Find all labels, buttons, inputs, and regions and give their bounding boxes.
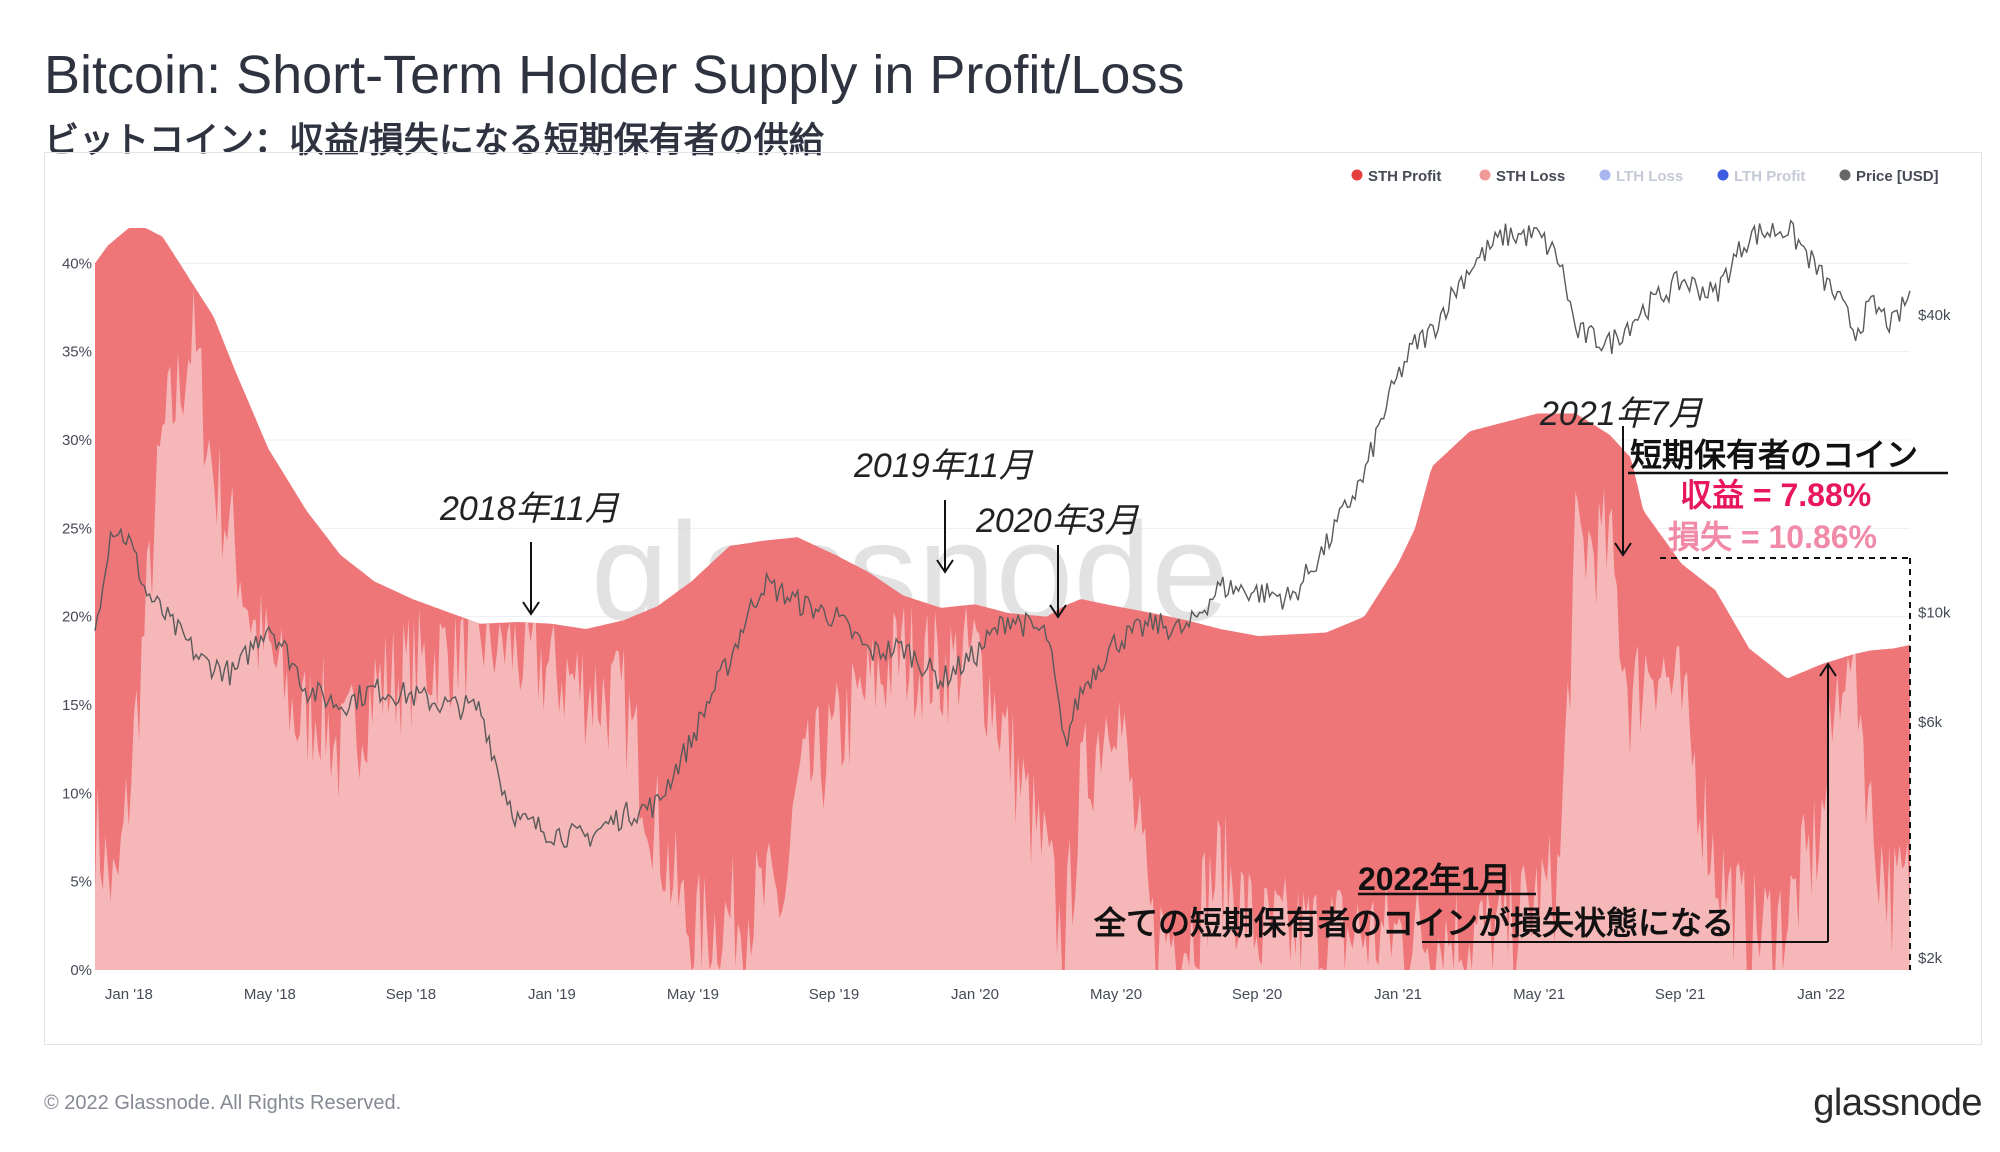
y-tick-label: 10% xyxy=(62,785,92,802)
x-tick-label: May '20 xyxy=(1090,986,1142,1003)
page-title: Bitcoin: Short-Term Holder Supply in Pro… xyxy=(44,45,1185,105)
label-nov2019: 2019年11月 xyxy=(853,447,1034,485)
chart-frame xyxy=(44,152,1982,1045)
x-tick-label: Jan '19 xyxy=(528,986,576,1003)
y-tick-label: 35% xyxy=(62,344,92,361)
y2-tick-label: $6k xyxy=(1918,714,1943,731)
label-mar2020: 2020年3月 xyxy=(975,502,1140,540)
label-jan2022: 2022年1月 xyxy=(1358,861,1511,897)
label-jul2021: 2021年7月 xyxy=(1539,395,1704,433)
x-tick-label: Sep '20 xyxy=(1232,986,1282,1003)
x-tick-label: Jan '22 xyxy=(1797,986,1845,1003)
x-tick-label: Jan '21 xyxy=(1374,986,1422,1003)
x-tick-label: Sep '21 xyxy=(1655,986,1705,1003)
y-tick-label: 30% xyxy=(62,432,92,449)
legend-label: LTH Loss xyxy=(1616,168,1683,185)
y2-tick-label: $10k xyxy=(1918,605,1951,622)
arrowhead-jan2022 xyxy=(1819,662,1837,677)
legend-dot xyxy=(1839,169,1851,181)
arrowhead-jul2021 xyxy=(1614,542,1632,557)
x-tick-label: May '19 xyxy=(667,986,719,1003)
y-tick-label: 40% xyxy=(62,255,92,272)
y-tick-label: 0% xyxy=(70,962,92,979)
footer-copyright: © 2022 Glassnode. All Rights Reserved. xyxy=(44,1092,402,1114)
arrowhead-nov2018 xyxy=(522,601,540,616)
y-tick-label: 20% xyxy=(62,609,92,626)
annotations xyxy=(522,426,1948,970)
legend-dot xyxy=(1599,169,1611,181)
legend-dot xyxy=(1717,169,1729,181)
label-profit: 収益 = 7.88% xyxy=(1680,477,1871,513)
x-tick-label: May '18 xyxy=(244,986,296,1003)
y-tick-label: 25% xyxy=(62,520,92,537)
x-tick-label: Jan '18 xyxy=(105,986,153,1003)
page-subtitle: ビットコイン：収益/損失になる短期保有者の供給 xyxy=(44,121,824,160)
label-sth-coins: 短期保有者のコイン xyxy=(1630,437,1918,473)
y2-tick-label: $2k xyxy=(1918,950,1943,967)
legend-label: STH Loss xyxy=(1496,168,1565,185)
legend-label: STH Profit xyxy=(1368,168,1441,185)
label-nov2018: 2018年11月 xyxy=(439,490,620,528)
y-axis: 0% 5% 10% 15% 20% 25% 30% 35% 40% xyxy=(62,255,92,979)
x-tick-label: Sep '18 xyxy=(386,986,436,1003)
x-axis: Jan '18 May '18 Sep '18 Jan '19 May '19 Sep '… xyxy=(105,986,1845,1003)
glassnode-logo: glassnode xyxy=(1813,1082,1982,1124)
x-tick-label: Sep '19 xyxy=(809,986,859,1003)
sth-loss-area xyxy=(95,288,1910,971)
legend-label: LTH Profit xyxy=(1734,168,1805,185)
arrowhead-mar2020 xyxy=(1049,604,1067,619)
price-line xyxy=(94,219,1911,848)
y-tick-label: 5% xyxy=(70,874,92,891)
legend-dot xyxy=(1351,169,1363,181)
arrowhead-nov2019 xyxy=(936,559,954,574)
x-tick-label: May '21 xyxy=(1513,986,1565,1003)
label-loss: 損失 = 10.86% xyxy=(1668,519,1877,555)
y-tick-label: 15% xyxy=(62,697,92,714)
y2-tick-label: $40k xyxy=(1918,307,1951,324)
x-tick-label: Jan '20 xyxy=(951,986,999,1003)
legend: STH Profit STH Loss LTH Loss LTH Profit Pric… xyxy=(1351,168,1939,185)
legend-label: Price [USD] xyxy=(1856,168,1939,185)
label-all-loss: 全ての短期保有者のコインが損失状態になる xyxy=(1093,905,1734,941)
legend-dot xyxy=(1479,169,1491,181)
y2-axis: $2k $6k $10k $40k xyxy=(1918,307,1951,967)
